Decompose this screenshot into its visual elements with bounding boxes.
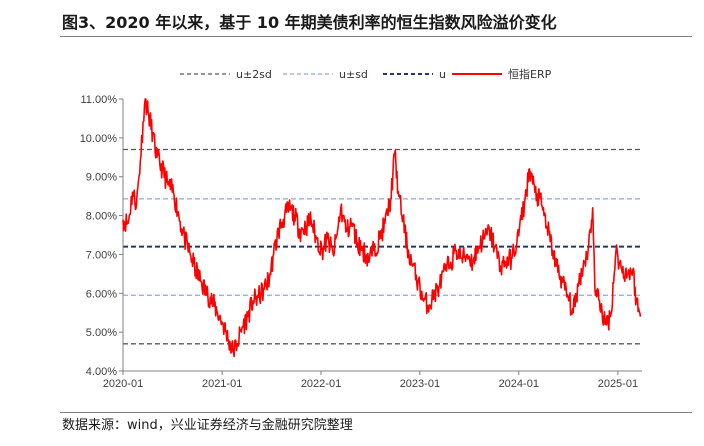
legend-label-erp: 恒指ERP	[508, 67, 552, 81]
legend-label-2sd: u±2sd	[236, 68, 272, 81]
top-rule	[60, 36, 692, 37]
x-tick-label: 2022-01	[301, 378, 341, 390]
x-tick-label: 2024-01	[499, 378, 539, 390]
y-tick-label: 11.00%	[81, 94, 118, 106]
y-tick-label: 10.00%	[80, 133, 118, 145]
y-tick-label: 9.00%	[86, 172, 117, 184]
series-line-erp	[122, 98, 642, 358]
chart-title: 图3、2020 年以来，基于 10 年期美债利率的恒生指数风险溢价变化	[62, 13, 557, 32]
x-tick-label: 2020-01	[103, 378, 143, 390]
legend-label-mean: u	[439, 68, 446, 81]
y-tick-label: 7.00%	[86, 249, 117, 261]
y-tick-label: 8.00%	[86, 211, 117, 223]
x-tick-label: 2021-01	[202, 378, 242, 390]
x-tick-label: 2023-01	[400, 378, 440, 390]
y-tick-label: 6.00%	[86, 288, 117, 300]
legend-label-1sd: u±sd	[339, 68, 368, 81]
legend: u±2sd u±sd u 恒指ERP	[180, 67, 552, 81]
source-note: 数据来源：wind，兴业证券经济与金融研究院整理	[62, 418, 353, 433]
x-tick-label: 2025-01	[598, 378, 638, 390]
y-tick-label: 4.00%	[86, 366, 117, 378]
y-tick-label: 5.00%	[86, 327, 117, 339]
bottom-rule	[60, 412, 692, 413]
